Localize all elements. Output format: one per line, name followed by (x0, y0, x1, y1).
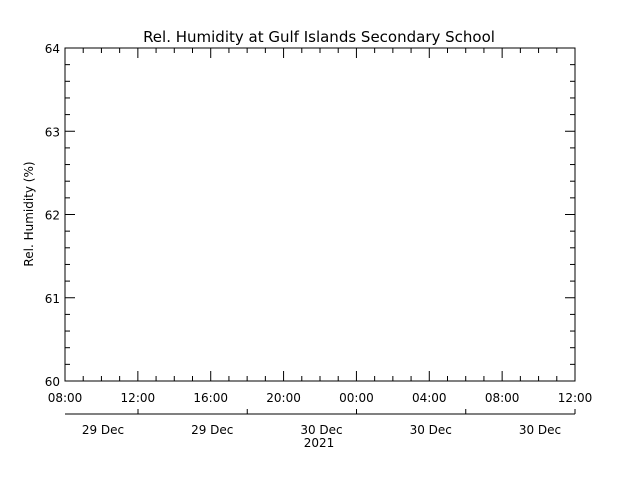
y-axis-label: Rel. Humidity (%) (22, 161, 36, 266)
plot-area (64, 47, 576, 382)
y-axis-ticks (65, 47, 575, 382)
x-axis-ticks (64, 48, 576, 381)
date-label: 29 Dec (82, 423, 124, 437)
x-axis-tick-labels: 08:00 12:00 16:00 20:00 00:00 04:00 08:00 12:00 (48, 391, 593, 405)
x-axis-label: 2021 (304, 436, 335, 450)
y-tick-label: 60 (45, 375, 60, 389)
y-tick-label: 63 (45, 125, 60, 139)
date-axis-labels: 29 Dec 29 Dec 30 Dec 30 Dec 30 Dec (82, 423, 561, 437)
date-label: 30 Dec (519, 423, 561, 437)
x-tick-label: 16:00 (193, 391, 228, 405)
x-tick-label: 08:00 (485, 391, 520, 405)
x-tick-label: 12:00 (121, 391, 156, 405)
date-label: 30 Dec (300, 423, 342, 437)
y-tick-label: 61 (45, 292, 60, 306)
x-tick-label: 04:00 (412, 391, 447, 405)
y-tick-label: 64 (45, 42, 60, 56)
y-tick-label: 62 (45, 209, 60, 223)
x-tick-label: 00:00 (339, 391, 374, 405)
date-label: 29 Dec (191, 423, 233, 437)
chart-title: Rel. Humidity at Gulf Islands Secondary … (143, 28, 495, 46)
x-tick-label: 08:00 (48, 391, 83, 405)
y-axis-tick-labels: 60 61 62 63 64 (45, 42, 60, 389)
date-axis-ticks (137, 409, 576, 414)
date-label: 30 Dec (410, 423, 452, 437)
x-tick-label: 20:00 (266, 391, 301, 405)
x-tick-label: 12:00 (558, 391, 593, 405)
